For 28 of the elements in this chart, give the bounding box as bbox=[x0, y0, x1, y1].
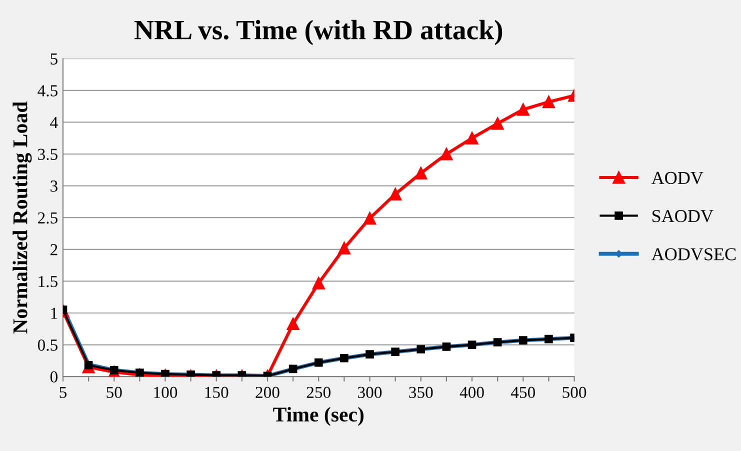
x-tick-label: 300 bbox=[358, 386, 382, 398]
x-tick-label: 450 bbox=[510, 386, 536, 398]
legend-label: SAODV bbox=[652, 210, 714, 222]
y-tick-label: 3 bbox=[50, 180, 58, 192]
y-tick-label: 4 bbox=[50, 117, 58, 128]
x-tick-label: 100 bbox=[154, 386, 178, 398]
y-tick-label: 5 bbox=[50, 54, 58, 65]
x-tick-label: 400 bbox=[460, 386, 484, 398]
legend-label: AODV bbox=[651, 172, 704, 184]
y-tick-label: 4.5 bbox=[38, 85, 58, 96]
x-tick-label: 250 bbox=[306, 386, 330, 398]
y-tick-label: 3.5 bbox=[38, 148, 58, 160]
legend-label: AODVSEC bbox=[651, 248, 736, 260]
y-tick-label: 0.5 bbox=[38, 339, 58, 351]
x-tick-label: 200 bbox=[256, 386, 280, 398]
y-axis-title: Normalized Routing Load bbox=[12, 102, 32, 334]
x-tick-label: 350 bbox=[409, 386, 433, 398]
y-tick-label: 2.5 bbox=[38, 212, 58, 224]
y-tick-label: 1 bbox=[51, 308, 58, 319]
x-tick-label: 500 bbox=[562, 386, 586, 398]
x-tick-label: 5 bbox=[60, 386, 66, 398]
y-tick-label: 0 bbox=[50, 371, 58, 383]
y-tick-label: 1.5 bbox=[38, 276, 58, 288]
x-tick-label: 50 bbox=[106, 386, 122, 398]
x-tick-label: 150 bbox=[205, 386, 228, 398]
x-axis-title: Time (sec) bbox=[273, 406, 364, 426]
chart-title: NRL vs. Time (with RD attack) bbox=[134, 20, 502, 46]
y-tick-label: 2 bbox=[50, 244, 58, 256]
